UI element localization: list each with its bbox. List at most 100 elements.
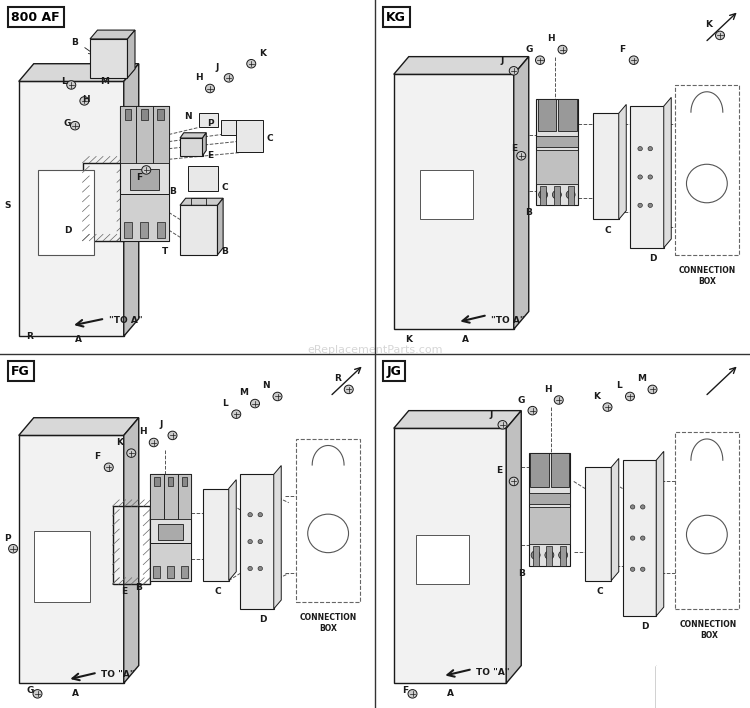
Bar <box>529 453 570 566</box>
Polygon shape <box>217 198 223 255</box>
Polygon shape <box>240 474 274 609</box>
Bar <box>38 170 94 255</box>
Circle shape <box>559 551 568 559</box>
Circle shape <box>258 566 262 571</box>
Polygon shape <box>124 64 139 336</box>
Text: C: C <box>214 587 220 595</box>
Text: J: J <box>160 421 163 429</box>
Polygon shape <box>274 466 281 609</box>
Bar <box>34 531 90 602</box>
Text: B: B <box>525 208 532 217</box>
Polygon shape <box>514 57 529 329</box>
Circle shape <box>629 56 638 64</box>
Polygon shape <box>19 81 124 336</box>
Bar <box>82 163 124 241</box>
Text: H: H <box>544 385 551 394</box>
Bar <box>536 137 578 147</box>
Text: B: B <box>135 583 142 592</box>
Text: C: C <box>222 183 228 192</box>
Circle shape <box>248 513 252 517</box>
Bar <box>124 222 132 238</box>
Circle shape <box>104 463 113 472</box>
Text: L: L <box>222 399 228 408</box>
Bar <box>120 106 169 241</box>
Text: J: J <box>216 63 219 72</box>
Text: M: M <box>100 77 109 86</box>
Text: K: K <box>116 438 124 447</box>
Circle shape <box>273 392 282 401</box>
Bar <box>530 453 549 487</box>
Bar <box>529 493 570 504</box>
Polygon shape <box>592 113 619 219</box>
Bar <box>560 546 566 566</box>
Text: B: B <box>71 38 79 47</box>
Circle shape <box>251 399 260 408</box>
Text: B: B <box>518 569 525 578</box>
Circle shape <box>630 536 634 540</box>
Polygon shape <box>229 480 236 581</box>
Bar <box>532 546 538 566</box>
Polygon shape <box>128 30 135 78</box>
Bar <box>136 106 152 163</box>
Circle shape <box>640 536 645 540</box>
Text: G: G <box>26 686 34 695</box>
Circle shape <box>648 203 652 207</box>
Bar <box>158 109 164 120</box>
Bar <box>140 222 148 238</box>
Text: A: A <box>446 690 454 698</box>
Bar <box>550 453 569 487</box>
Circle shape <box>528 406 537 415</box>
Circle shape <box>206 84 214 93</box>
Circle shape <box>142 166 151 174</box>
Text: F: F <box>402 686 408 695</box>
Circle shape <box>648 147 652 151</box>
Bar <box>188 166 218 191</box>
Circle shape <box>648 175 652 179</box>
Text: H: H <box>139 428 146 436</box>
Polygon shape <box>90 30 135 39</box>
Bar <box>150 544 191 581</box>
Bar <box>154 566 160 578</box>
Text: A: A <box>71 690 79 698</box>
Text: S: S <box>4 201 10 210</box>
Bar <box>141 109 148 120</box>
Bar <box>199 113 217 127</box>
Text: E: E <box>207 152 213 160</box>
Circle shape <box>536 56 544 64</box>
Circle shape <box>554 396 563 404</box>
Polygon shape <box>506 411 521 683</box>
Text: KG: KG <box>386 11 406 23</box>
Circle shape <box>630 567 634 571</box>
Polygon shape <box>180 205 218 255</box>
Circle shape <box>626 392 634 401</box>
Polygon shape <box>19 418 139 435</box>
Circle shape <box>648 385 657 394</box>
Text: B: B <box>221 247 229 256</box>
Text: K: K <box>592 392 600 401</box>
Bar <box>236 120 262 152</box>
Bar <box>124 109 131 120</box>
Text: eReplacementParts.com: eReplacementParts.com <box>308 346 442 355</box>
Polygon shape <box>180 198 224 205</box>
Text: E: E <box>496 467 502 475</box>
Bar <box>296 439 360 602</box>
Text: H: H <box>548 35 555 43</box>
Text: D: D <box>649 254 656 263</box>
Text: J: J <box>490 410 493 418</box>
Text: L: L <box>61 77 67 86</box>
Bar <box>167 566 174 578</box>
Text: 800 AF: 800 AF <box>11 11 60 23</box>
Bar <box>120 106 136 163</box>
Polygon shape <box>202 133 206 156</box>
Circle shape <box>247 59 256 68</box>
Circle shape <box>248 539 252 544</box>
Polygon shape <box>394 74 514 329</box>
Polygon shape <box>19 435 124 683</box>
Circle shape <box>344 385 353 394</box>
Circle shape <box>566 190 575 199</box>
Polygon shape <box>19 64 139 81</box>
Bar <box>152 106 169 163</box>
Bar <box>168 476 173 486</box>
Bar <box>221 120 240 135</box>
Polygon shape <box>656 666 750 708</box>
